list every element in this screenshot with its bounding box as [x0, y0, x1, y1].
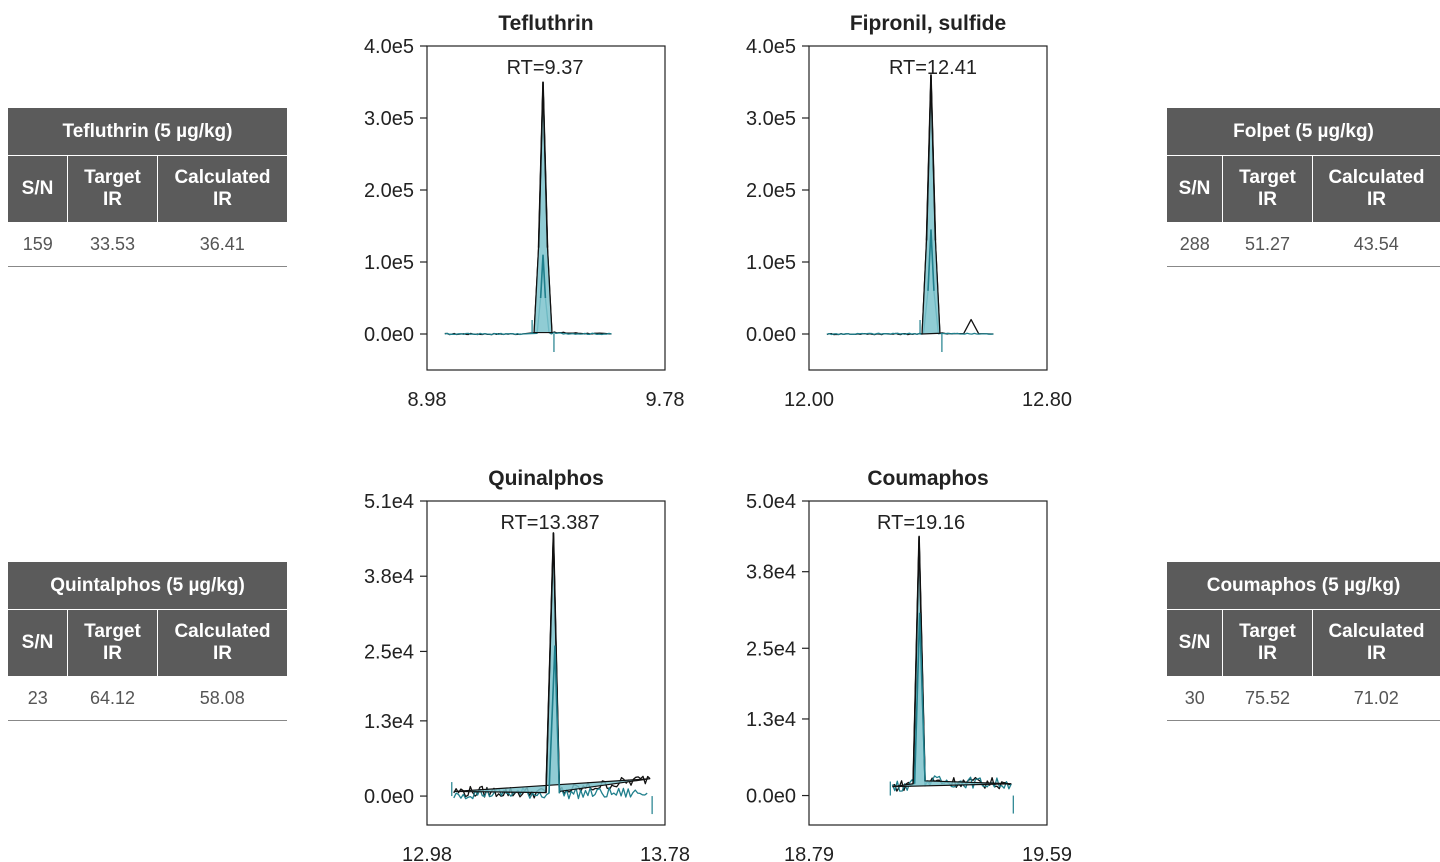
x-tick-label: 12.00	[784, 389, 834, 411]
chart-title: Fipronil, sulfide	[850, 12, 1006, 35]
col-sn: S/N	[1167, 609, 1223, 676]
chart-title: Tefluthrin	[498, 12, 593, 35]
y-tick-label: 2.0e5	[364, 180, 414, 202]
cell-calculated-ir: 36.41	[157, 222, 287, 267]
integrated-peak-area	[921, 74, 941, 335]
cell-calculated-ir: 43.54	[1312, 222, 1440, 267]
col-calculated-ir: Calculated IR	[1312, 609, 1440, 676]
y-tick-label: 0.0e0	[364, 786, 414, 808]
coumaphos-table: Coumaphos (5 µg/kg) S/N Target IR Calculate…	[1167, 562, 1440, 721]
y-tick-label: 1.0e5	[746, 252, 796, 274]
y-tick-label: 4.0e5	[746, 36, 796, 58]
y-tick-label: 0.0e0	[746, 324, 796, 346]
x-tick-label: 12.80	[1022, 389, 1072, 411]
trace-quantifier	[892, 535, 1012, 792]
trace-qualifier	[891, 612, 1012, 792]
cell-sn: 159	[8, 222, 68, 267]
col-target-ir: Target IR	[1222, 609, 1313, 676]
col-sn: S/N	[8, 609, 68, 676]
y-tick-label: 5.1e4	[364, 491, 414, 513]
y-tick-label: 2.0e5	[746, 180, 796, 202]
integrated-peak-area	[892, 536, 1012, 788]
cell-calculated-ir: 71.02	[1312, 676, 1440, 721]
cell-sn: 23	[8, 676, 68, 721]
col-calculated-ir: Calculated IR	[1312, 155, 1440, 222]
tefluthrin-table: Tefluthrin (5 µg/kg) S/N Target IR Calculat…	[8, 108, 287, 267]
y-tick-label: 1.0e5	[364, 252, 414, 274]
col-sn: S/N	[8, 155, 68, 222]
trace-qualifier	[444, 254, 612, 336]
x-tick-label: 8.98	[408, 389, 447, 411]
y-tick-label: 2.5e4	[364, 641, 414, 663]
col-target-ir: Target IR	[1222, 155, 1313, 222]
table-row: 288 51.27 43.54	[1167, 222, 1440, 267]
col-calculated-ir: Calculated IR	[157, 609, 287, 676]
chart-title: Coumaphos	[867, 467, 988, 490]
qualifier-peak-trace	[927, 229, 935, 291]
cell-target-ir: 64.12	[67, 676, 158, 721]
retention-time-label: RT=12.41	[889, 57, 977, 79]
folpet-table: Folpet (5 µg/kg) S/N Target IR Calculated IR…	[1167, 108, 1440, 267]
cell-target-ir: 33.53	[67, 222, 158, 267]
table-row: 30 75.52 71.02	[1167, 676, 1440, 721]
cell-sn: 288	[1167, 222, 1223, 267]
qualifier-peak-trace	[913, 612, 926, 784]
col-calculated-ir: Calculated IR	[157, 155, 287, 222]
x-tick-label: 12.98	[402, 844, 452, 862]
col-sn: S/N	[1167, 155, 1223, 222]
table-row: 159 33.53 36.41	[8, 222, 287, 267]
cell-sn: 30	[1167, 676, 1223, 721]
col-target-ir: Target IR	[67, 155, 158, 222]
col-target-ir: Target IR	[67, 609, 158, 676]
y-tick-label: 1.3e4	[364, 711, 414, 733]
integrated-peak-area	[533, 81, 553, 334]
trace-qualifier	[453, 644, 648, 800]
qualifier-peak-trace	[539, 254, 547, 299]
quintalphos-table: Quintalphos (5 µg/kg) S/N Target IR Calcula…	[8, 562, 287, 721]
trace-quantifier	[826, 74, 994, 336]
y-tick-label: 3.8e4	[746, 562, 796, 584]
table-title: Tefluthrin (5 µg/kg)	[8, 108, 287, 156]
plot-frame	[808, 45, 1048, 371]
plot-frame	[426, 500, 666, 826]
plot-frame	[426, 45, 666, 371]
x-tick-label: 18.79	[784, 844, 834, 862]
peak-apex-trace	[925, 74, 937, 241]
y-tick-label: 4.0e5	[364, 36, 414, 58]
table-row: 23 64.12 58.08	[8, 676, 287, 721]
chart-title: Quinalphos	[488, 467, 604, 490]
trace-qualifier	[826, 228, 994, 336]
y-tick-label: 3.8e4	[364, 566, 414, 588]
trace-quantifier	[444, 81, 612, 336]
y-tick-label: 1.3e4	[746, 709, 796, 731]
table-title: Quintalphos (5 µg/kg)	[8, 562, 287, 610]
table-title: Folpet (5 µg/kg)	[1167, 108, 1440, 156]
table-title: Coumaphos (5 µg/kg)	[1167, 562, 1440, 610]
cell-target-ir: 51.27	[1222, 222, 1313, 267]
cell-target-ir: 75.52	[1222, 676, 1313, 721]
y-tick-label: 3.0e5	[746, 108, 796, 130]
retention-time-label: RT=9.37	[507, 57, 584, 79]
plot-frame	[808, 500, 1048, 826]
y-tick-label: 5.0e4	[746, 491, 796, 513]
y-tick-label: 0.0e0	[364, 324, 414, 346]
x-tick-label: 19.59	[1022, 844, 1072, 862]
y-tick-label: 3.0e5	[364, 108, 414, 130]
y-tick-label: 2.5e4	[746, 638, 796, 660]
qualifier-peak-trace	[548, 645, 561, 794]
x-tick-label: 13.78	[640, 844, 690, 862]
retention-time-label: RT=13.387	[501, 512, 600, 534]
x-tick-label: 9.78	[646, 389, 685, 411]
y-tick-label: 0.0e0	[746, 786, 796, 808]
peak-apex-trace	[537, 81, 549, 248]
cell-calculated-ir: 58.08	[157, 676, 287, 721]
retention-time-label: RT=19.16	[877, 512, 965, 534]
